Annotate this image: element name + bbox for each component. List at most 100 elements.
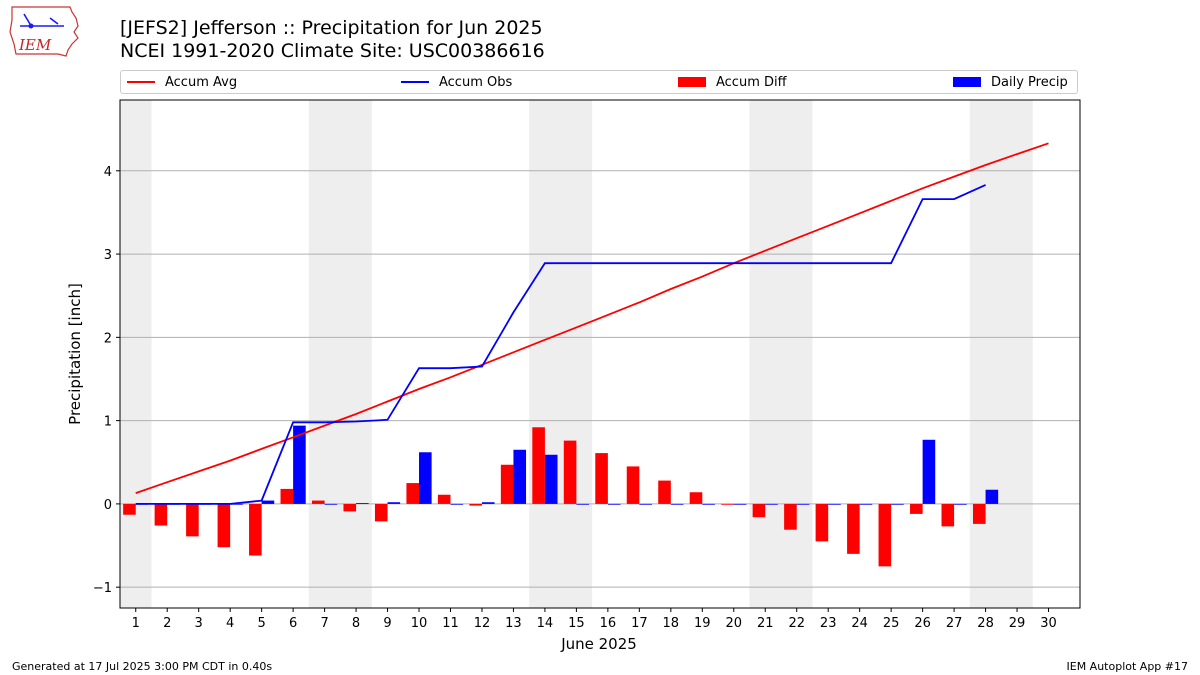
x-tick-label: 24 — [851, 616, 868, 631]
legend-swatch-accum-diff — [678, 77, 706, 87]
accum-diff-bar — [721, 503, 734, 505]
daily-precip-bar — [293, 425, 306, 504]
series-lines — [135, 142, 1049, 505]
legend-swatch-accum-avg — [127, 81, 155, 83]
accum-obs-line — [135, 184, 986, 505]
accum-diff-bar — [312, 500, 325, 504]
accum-diff-bar — [186, 503, 199, 537]
x-tick-label: 23 — [820, 616, 837, 631]
daily-precip-bar — [639, 503, 652, 505]
x-tick-label: 7 — [320, 616, 328, 631]
daily-precip-bar — [356, 503, 369, 504]
daily-precip-bar — [954, 503, 967, 505]
daily-precip-bar — [513, 449, 527, 504]
x-tick-label: 15 — [568, 616, 585, 631]
accum-diff-bar — [123, 503, 136, 515]
weekend-shade-band — [529, 100, 593, 608]
legend-item-daily-precip: Daily Precip — [953, 71, 1068, 93]
accum-diff-bar — [154, 503, 168, 526]
daily-precip-bar — [670, 503, 684, 505]
x-tick-label: 12 — [474, 616, 491, 631]
legend-label-accum-avg: Accum Avg — [165, 74, 238, 90]
accum-diff-bar — [910, 503, 923, 514]
y-tick-label: 3 — [104, 248, 112, 263]
x-tick-label: 13 — [505, 616, 522, 631]
daily-precip-bar — [576, 503, 589, 505]
accum-diff-bar — [249, 503, 262, 556]
legend-item-accum-avg: Accum Avg — [127, 71, 237, 93]
accum-diff-bar — [847, 503, 860, 554]
accum-diff-bar — [658, 480, 671, 504]
weekend-shade-band — [969, 100, 1033, 608]
daily-precip-bar — [387, 502, 401, 504]
accum-diff-bar — [280, 488, 294, 504]
x-tick-label: 3 — [195, 616, 203, 631]
x-tick-label: 5 — [257, 616, 265, 631]
legend-swatch-daily-precip — [953, 77, 981, 87]
weekend-shading — [120, 100, 1033, 608]
x-tick-label: 20 — [725, 616, 742, 631]
x-tick-label: 21 — [757, 616, 774, 631]
y-tick-label: 2 — [104, 331, 112, 346]
daily-precip-bar — [733, 503, 747, 505]
x-tick-label: 2 — [163, 616, 171, 631]
footer-app-text: IEM Autoplot App #17 — [1066, 660, 1189, 673]
daily-precip-bar — [796, 503, 810, 505]
accum-diff-bar — [374, 503, 388, 522]
daily-precip-bar — [230, 503, 243, 505]
x-tick-label: 18 — [663, 616, 680, 631]
x-tick-label: 25 — [883, 616, 900, 631]
x-tick-label: 28 — [977, 616, 994, 631]
chart-legend: Accum Avg Accum Obs Accum Diff Daily Pre… — [120, 70, 1078, 94]
accum-avg-line — [135, 142, 1049, 494]
legend-label-accum-diff: Accum Diff — [716, 74, 787, 90]
legend-label-daily-precip: Daily Precip — [991, 74, 1068, 90]
x-tick-label: 27 — [946, 616, 963, 631]
accum-diff-bar — [437, 494, 451, 504]
weekend-shade-band — [749, 100, 813, 608]
daily-precip-bar — [324, 503, 338, 505]
x-tick-label: 29 — [1009, 616, 1026, 631]
x-tick-label: 10 — [411, 616, 428, 631]
accum-diff-bar — [217, 503, 231, 548]
x-tick-label: 4 — [226, 616, 234, 631]
y-tick-label: 4 — [104, 165, 112, 180]
x-tick-label: 1 — [132, 616, 140, 631]
chart-subtitle: NCEI 1991-2020 Climate Site: USC00386616 — [120, 40, 545, 62]
accum-diff-bar — [784, 503, 797, 530]
daily-precip-bar — [859, 503, 873, 505]
bars — [123, 425, 999, 567]
x-tick-label: 30 — [1040, 616, 1057, 631]
accum-diff-bar — [626, 466, 640, 504]
x-axis-label: June 2025 — [560, 635, 637, 653]
accum-diff-bar — [343, 503, 357, 512]
x-tick-label: 26 — [914, 616, 931, 631]
x-tick-label: 22 — [788, 616, 805, 631]
weather-vane-icon — [20, 13, 64, 27]
x-tick-label: 9 — [383, 616, 391, 631]
daily-precip-bar — [544, 454, 558, 504]
legend-item-accum-diff: Accum Diff — [678, 71, 787, 93]
gridlines — [120, 170, 1080, 588]
x-tick-label: 16 — [600, 616, 617, 631]
daily-precip-bar — [261, 500, 275, 504]
y-tick-label: 1 — [104, 415, 112, 430]
daily-precip-bar — [450, 503, 464, 505]
daily-precip-bar — [419, 452, 432, 504]
daily-precip-bar — [828, 503, 841, 505]
x-tick-label: 8 — [352, 616, 360, 631]
accum-diff-bar — [406, 483, 420, 504]
daily-precip-bar — [607, 503, 621, 505]
daily-precip-bar — [702, 503, 715, 505]
chart-title: [JEFS2] Jefferson :: Precipitation for J… — [120, 17, 543, 39]
x-tick-label: 17 — [631, 616, 648, 631]
y-axis-label: Precipitation [inch] — [66, 283, 84, 425]
accum-diff-bar — [595, 453, 608, 504]
accum-diff-bar — [532, 427, 545, 504]
x-tick-label: 6 — [289, 616, 297, 631]
iem-logo: IEM — [9, 6, 79, 57]
logo-text: IEM — [18, 36, 52, 54]
daily-precip-bar — [891, 503, 904, 505]
